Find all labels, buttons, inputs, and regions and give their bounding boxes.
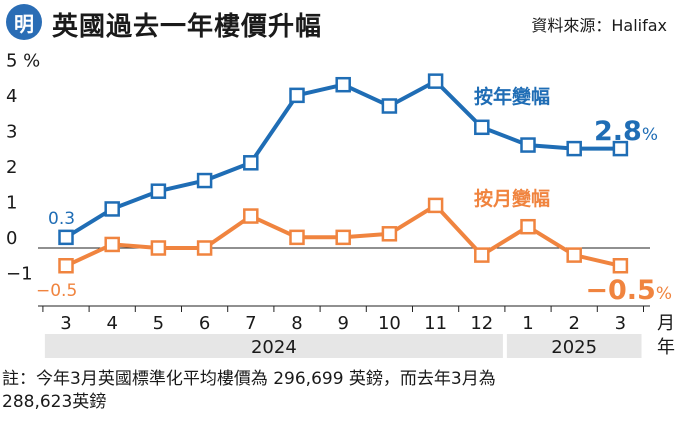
x-tick-label: 5 [153, 313, 164, 334]
data-point-marker [566, 247, 582, 263]
data-point-marker [196, 172, 213, 189]
data-point-marker [289, 87, 305, 104]
data-point-marker [474, 119, 490, 136]
chart-header: 明 英國過去一年樓價升幅 資料來源：Halifax [0, 0, 679, 46]
ming-pao-logo: 明 [6, 4, 42, 40]
data-point-marker [335, 229, 351, 246]
year-band [506, 334, 642, 358]
year-unit-label: 年 [657, 337, 675, 358]
y-tick-label: 4 [6, 86, 17, 107]
y-tick-label: −1 [6, 264, 33, 285]
y-tick-label: 2 [6, 157, 17, 178]
data-point-marker [566, 140, 582, 157]
data-point-marker [104, 201, 120, 217]
data-point-marker [243, 208, 259, 224]
x-tick-label: 12 [470, 313, 493, 334]
y-tick-label: 5 % [6, 51, 40, 72]
year-band [44, 334, 503, 358]
data-point-marker [474, 247, 490, 263]
data-point-marker [612, 140, 629, 157]
x-tick-label: 3 [60, 313, 71, 334]
data-point-marker [335, 76, 351, 93]
y-tick-label: 1 [6, 193, 17, 214]
data-point-marker [104, 236, 120, 253]
series-label-mom: 按月變幅 [474, 187, 550, 210]
data-point-marker [150, 240, 167, 256]
data-label-mom-start: −0.5 [36, 281, 77, 301]
x-unit-label: 月 [657, 313, 675, 334]
data-point-marker [612, 258, 629, 274]
footnote-line-1: 註：今年3月英國標準化平均樓價為 296,699 英鎊，而去年3月為 [2, 369, 496, 389]
x-tick-label: 10 [378, 313, 401, 334]
year-label: 2024 [251, 337, 297, 358]
x-tick-label: 8 [291, 313, 302, 334]
x-tick-label: 11 [424, 313, 447, 334]
data-label-unit: % [656, 284, 672, 304]
x-tick-label: 2 [568, 313, 579, 334]
year-label: 2025 [551, 337, 597, 358]
data-point-marker [427, 73, 444, 89]
data-point-marker [427, 197, 444, 214]
data-point-marker [150, 183, 167, 199]
x-tick-label: 6 [199, 313, 210, 334]
footnote: 註：今年3月英國標準化平均樓價為 296,699 英鎊，而去年3月為 288,6… [2, 368, 678, 414]
data-point-marker [243, 155, 259, 171]
footnote-line-2: 288,623英鎊 [2, 392, 107, 412]
x-tick-label: 1 [522, 313, 533, 334]
x-tick-label: 7 [245, 313, 256, 334]
data-label-yoy-end: 2.8% [594, 116, 658, 147]
data-point-marker [381, 226, 398, 242]
series-label-yoy: 按年變幅 [474, 85, 550, 108]
data-point-marker [58, 229, 74, 246]
x-tick-label: 3 [615, 313, 626, 334]
chart-title: 英國過去一年樓價升幅 [52, 12, 323, 42]
data-point-marker [289, 229, 305, 246]
data-label-unit: % [642, 125, 658, 145]
source-note: 資料來源：Halifax [531, 16, 667, 35]
y-tick-label: 3 [6, 122, 17, 143]
data-point-marker [58, 258, 74, 274]
data-point-marker [520, 218, 536, 235]
data-point-marker [520, 137, 536, 153]
x-tick-label: 9 [337, 313, 348, 334]
data-point-marker [196, 240, 213, 256]
data-label-mom-end: −0.5% [585, 275, 672, 306]
data-label-yoy-start: 0.3 [48, 209, 75, 229]
x-tick-label: 4 [106, 313, 117, 334]
data-point-marker [381, 98, 398, 114]
y-tick-label: 0 [6, 228, 17, 249]
